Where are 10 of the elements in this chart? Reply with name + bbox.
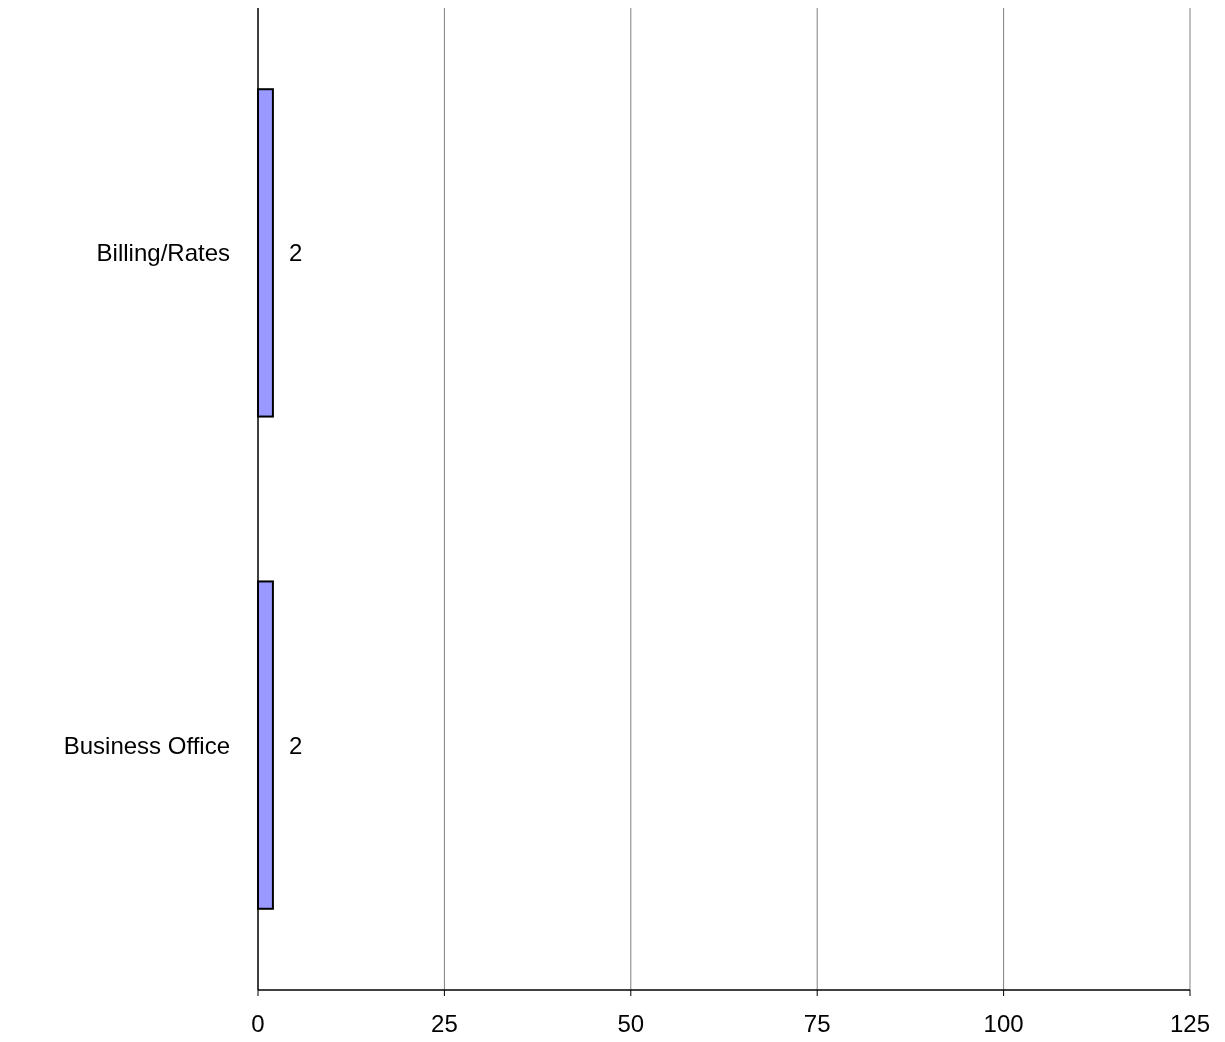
x-tick-label: 75	[803, 1010, 831, 1037]
data-label: 2	[288, 239, 303, 267]
x-tick-label: 100	[983, 1010, 1024, 1037]
x-tick-label: 25	[431, 1010, 458, 1037]
y-tick-label: Business Office	[63, 731, 230, 759]
data-label: 2	[288, 731, 303, 759]
x-tick-label: 0	[251, 1010, 265, 1037]
x-tick-label: 125	[1169, 1010, 1211, 1037]
y-tick-label: Billing/Rates	[96, 239, 230, 267]
x-tick-label: 50	[617, 1010, 645, 1037]
